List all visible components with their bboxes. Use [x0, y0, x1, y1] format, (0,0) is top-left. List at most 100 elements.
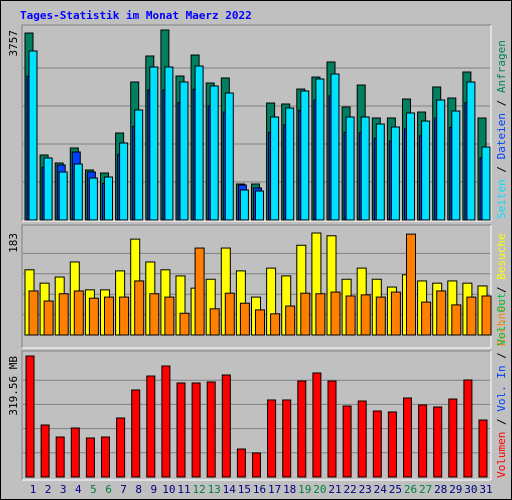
- legend-entry: Dateien: [495, 113, 508, 159]
- bar: [342, 405, 352, 478]
- bar: [360, 294, 371, 336]
- x-tick-label: 16: [253, 483, 266, 496]
- bar: [312, 372, 322, 478]
- bar: [43, 157, 53, 221]
- bar: [191, 382, 201, 478]
- bar: [448, 398, 458, 478]
- legend: Seiten / Dateien / Anfragen: [495, 40, 508, 219]
- legend-separator: /: [495, 280, 508, 300]
- bar: [466, 81, 476, 221]
- legend-entry: Vol. In: [495, 365, 508, 411]
- x-tick-label: 15: [238, 483, 251, 496]
- bar: [390, 126, 400, 221]
- bar: [224, 92, 234, 221]
- x-tick-label: 19: [298, 483, 311, 496]
- legend-entry: Vol. Out: [495, 293, 508, 346]
- bar: [345, 295, 356, 336]
- bar: [179, 81, 189, 221]
- x-tick-label: 26: [404, 483, 417, 496]
- bar: [194, 247, 205, 336]
- bar: [161, 365, 171, 478]
- legend-entry: Anfragen: [495, 40, 508, 93]
- bar: [134, 280, 145, 336]
- x-tick-label: 12: [192, 483, 205, 496]
- bar: [25, 355, 35, 478]
- legend: Rechner / Besuche: [495, 233, 508, 346]
- bar: [73, 290, 84, 336]
- legend-entry: Volumen: [495, 432, 508, 478]
- legend-entry: Rechner: [495, 299, 508, 346]
- bar: [55, 436, 65, 478]
- bar: [372, 410, 382, 478]
- bar: [297, 380, 307, 478]
- bar: [466, 296, 477, 336]
- bar: [134, 109, 144, 221]
- x-tick-label: 24: [374, 483, 388, 496]
- bar: [255, 309, 265, 336]
- legend-separator: /: [495, 346, 508, 366]
- bar: [421, 120, 431, 221]
- x-tick-label: 6: [105, 483, 112, 496]
- bar: [116, 417, 126, 478]
- bar: [206, 381, 216, 478]
- bar: [88, 297, 99, 336]
- bar: [327, 380, 337, 478]
- legend-separator: /: [495, 159, 508, 179]
- legend-separator: /: [495, 93, 508, 113]
- x-tick-label: 13: [208, 483, 221, 496]
- bar: [390, 291, 401, 336]
- bar: [58, 171, 68, 221]
- bar: [104, 176, 113, 221]
- bar: [478, 419, 488, 478]
- bar: [209, 85, 219, 221]
- bar: [28, 50, 38, 221]
- bar: [104, 296, 114, 336]
- bar: [88, 177, 98, 221]
- bar: [101, 436, 110, 478]
- bar: [300, 90, 310, 221]
- bar: [131, 389, 141, 478]
- bar: [119, 296, 130, 336]
- bar: [406, 233, 416, 336]
- x-tick-label: 27: [419, 483, 432, 496]
- bar: [451, 110, 461, 221]
- x-tick-label: 31: [479, 483, 492, 496]
- bar: [315, 78, 325, 221]
- bar: [282, 399, 292, 478]
- x-tick-label: 21: [328, 483, 341, 496]
- bar: [70, 427, 80, 478]
- bar: [236, 448, 246, 478]
- legend-entry: Seiten: [495, 179, 508, 219]
- bar: [315, 293, 326, 336]
- bar: [481, 146, 491, 221]
- x-tick-label: 22: [343, 483, 356, 496]
- x-tick-label: 25: [389, 483, 402, 496]
- x-tick-label: 29: [449, 483, 462, 496]
- x-tick-label: 4: [75, 483, 82, 496]
- bar: [285, 107, 295, 221]
- x-tick-label: 18: [283, 483, 296, 496]
- x-tick-label: 30: [464, 483, 477, 496]
- bar: [345, 116, 355, 221]
- bar: [285, 305, 296, 336]
- bar: [481, 295, 492, 336]
- bar: [149, 66, 159, 221]
- bar: [239, 189, 249, 221]
- y-tick-label: 183: [7, 233, 20, 253]
- bar: [387, 411, 397, 478]
- bar: [40, 424, 50, 478]
- y-tick-label: 3757: [7, 30, 20, 57]
- x-tick-label: 3: [60, 483, 67, 496]
- x-tick-label: 5: [90, 483, 97, 496]
- x-tick-label: 17: [268, 483, 281, 496]
- y-tick-label: 319.56 MB: [7, 356, 20, 416]
- bar: [149, 293, 160, 336]
- bar: [255, 190, 264, 221]
- bar: [164, 296, 175, 336]
- x-tick-label: 28: [434, 483, 447, 496]
- bar: [179, 312, 190, 336]
- bar: [58, 293, 69, 336]
- chart-title: Tages-Statistik im Monat Maerz 2022: [20, 9, 252, 22]
- legend-entry: Besuche: [495, 233, 508, 279]
- bar: [267, 399, 277, 478]
